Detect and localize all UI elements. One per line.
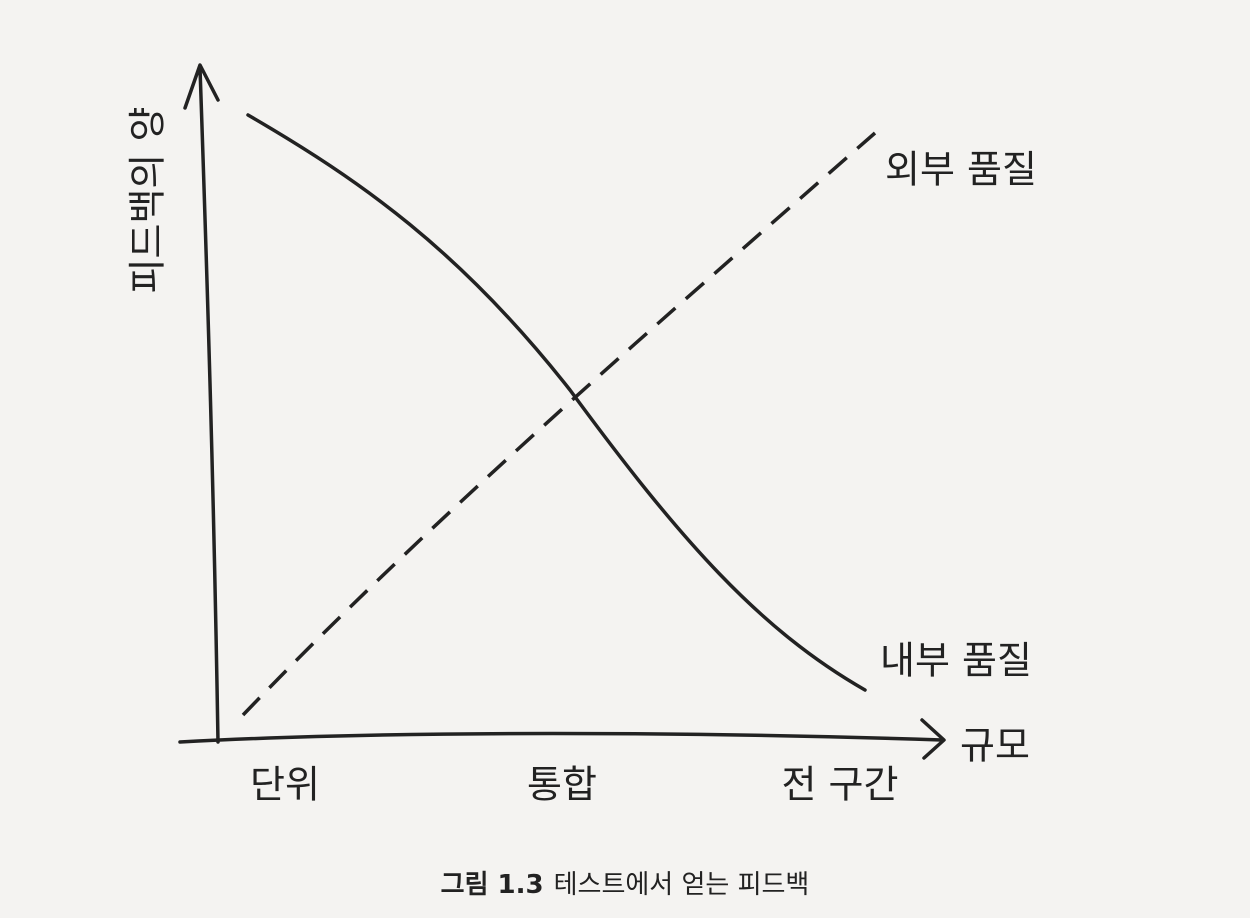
y-axis-label: 피드백의 양 xyxy=(126,107,170,294)
internal-quality-line xyxy=(246,113,867,692)
y-axis-arrow xyxy=(183,63,220,110)
y-axis xyxy=(198,66,220,744)
caption-text: 테스트에서 얻는 피드백 xyxy=(554,870,810,900)
x-axis-label: 규모 xyxy=(960,724,1030,768)
external-quality-line xyxy=(241,131,877,717)
x-axis-arrow xyxy=(920,718,946,760)
x-label: 단위 xyxy=(250,763,320,807)
caption-number: 그림 1.3 xyxy=(441,870,544,900)
x-label: 전 구간 xyxy=(782,763,899,807)
x-axis xyxy=(178,731,944,744)
x-label: 통합 xyxy=(527,763,597,807)
caption: 그림 1.3 테스트에서 얻는 피드백 xyxy=(441,870,810,900)
line-label: 외부 품질 xyxy=(885,148,1037,192)
line-label: 내부 품질 xyxy=(880,639,1032,683)
